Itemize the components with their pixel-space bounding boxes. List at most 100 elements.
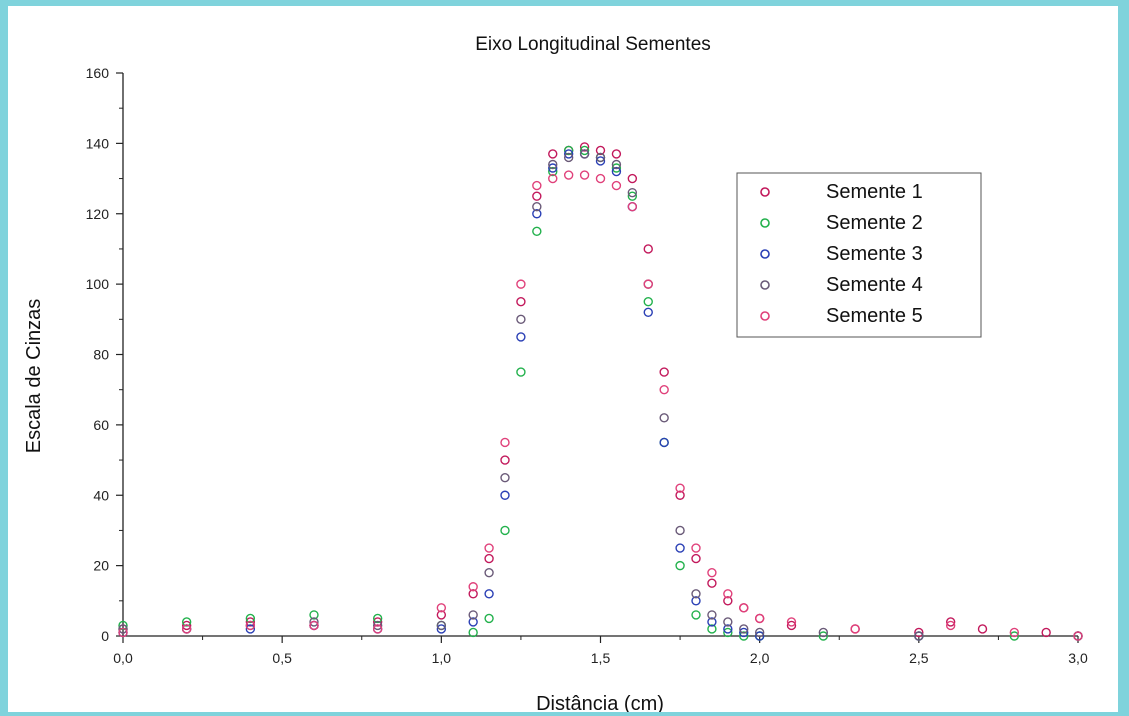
data-point [309, 610, 319, 620]
data-point [500, 455, 510, 465]
data-point [675, 483, 685, 493]
data-point [611, 149, 622, 159]
data-point [468, 582, 478, 592]
data-point [548, 163, 558, 173]
data-point [245, 613, 256, 624]
data-point [532, 226, 542, 237]
data-point [754, 613, 765, 624]
data-point [739, 624, 749, 634]
data-point [754, 627, 765, 638]
legend-label: Semente 4 [826, 274, 923, 296]
data-point [468, 617, 478, 627]
data-point [627, 191, 638, 201]
data-point [436, 610, 447, 620]
x-tick-label: 2,0 [750, 650, 770, 666]
data-point [579, 170, 590, 180]
y-tick-label: 80 [93, 347, 109, 363]
chart-frame: 0,0 0,5 1,0 1,5 2,0 2,5 3,0 0 20 40 60 80 100 120 140 1… [8, 6, 1118, 712]
data-point [659, 367, 669, 377]
series-5 [118, 170, 1083, 641]
data-point [532, 209, 542, 219]
data-point [914, 631, 924, 641]
data-point [372, 624, 383, 634]
data-point [579, 145, 590, 156]
x-tick-label: 1,5 [591, 650, 611, 666]
data-point [372, 617, 383, 627]
data-point [579, 142, 590, 152]
data-point [436, 620, 447, 631]
data-point [245, 620, 256, 631]
data-point [595, 173, 606, 184]
data-point [723, 596, 733, 606]
data-point [675, 560, 685, 571]
y-axis-title: Escala de Cinzas [23, 299, 45, 454]
data-point [675, 525, 685, 536]
data-point [595, 152, 606, 163]
data-point [914, 627, 924, 638]
ticks: 0,0 0,5 1,0 1,5 2,0 2,5 3,0 0 20 40 60 80 100 120 140 1… [86, 65, 1088, 666]
x-tick-label: 1,0 [432, 650, 452, 666]
data-point [723, 589, 733, 599]
data-point [516, 279, 526, 289]
data-point [516, 297, 526, 307]
legend-marker [760, 218, 770, 228]
legend-marker [760, 280, 770, 290]
data-point [675, 543, 685, 553]
data-point [691, 543, 701, 553]
data-point [484, 589, 494, 599]
data-point [754, 631, 765, 641]
data-points [118, 142, 1083, 641]
data-point [723, 627, 733, 638]
data-point [595, 145, 606, 156]
data-point [643, 297, 653, 307]
data-point [309, 620, 319, 631]
data-point [691, 589, 701, 599]
data-point [118, 620, 128, 631]
data-point [484, 567, 494, 578]
x-axis-title: Distância (cm) [536, 693, 664, 712]
data-point [1041, 627, 1051, 638]
data-point [563, 149, 574, 159]
data-point [627, 202, 638, 212]
data-point [611, 159, 622, 170]
data-point [723, 624, 733, 634]
data-point [516, 367, 526, 377]
data-point [516, 332, 526, 342]
data-point [181, 617, 192, 627]
data-point [611, 166, 622, 177]
data-point [659, 384, 669, 395]
data-point [468, 627, 478, 638]
data-point [707, 624, 717, 634]
data-point [643, 307, 653, 317]
legend: Semente 1 Semente 2 Semente 3 Semente 4 Seme… [736, 172, 982, 338]
legend-marker [760, 249, 770, 259]
legend-label: Semente 1 [826, 181, 923, 203]
data-point [643, 244, 653, 254]
data-point [707, 617, 717, 627]
data-point [739, 631, 749, 641]
data-point [707, 567, 717, 578]
legend-box [736, 172, 982, 338]
data-point [181, 624, 192, 634]
data-point [436, 603, 447, 613]
x-tick-label: 0,0 [113, 650, 133, 666]
data-point [691, 610, 701, 620]
data-point [516, 314, 526, 325]
data-point [181, 620, 192, 631]
data-point [500, 437, 510, 448]
chart-title: Eixo Longitudinal Sementes [475, 34, 711, 55]
data-point [627, 187, 638, 198]
data-point [739, 627, 749, 638]
data-point [691, 596, 701, 606]
data-point [659, 413, 669, 423]
data-point [532, 191, 542, 201]
x-tick-label: 0,5 [272, 650, 292, 666]
data-point [118, 627, 128, 638]
data-point [548, 166, 558, 177]
data-point [532, 202, 542, 212]
data-point [611, 180, 622, 191]
data-point [707, 610, 717, 620]
y-tick-label: 120 [86, 206, 110, 222]
data-point [1009, 631, 1020, 641]
data-point [468, 589, 478, 599]
